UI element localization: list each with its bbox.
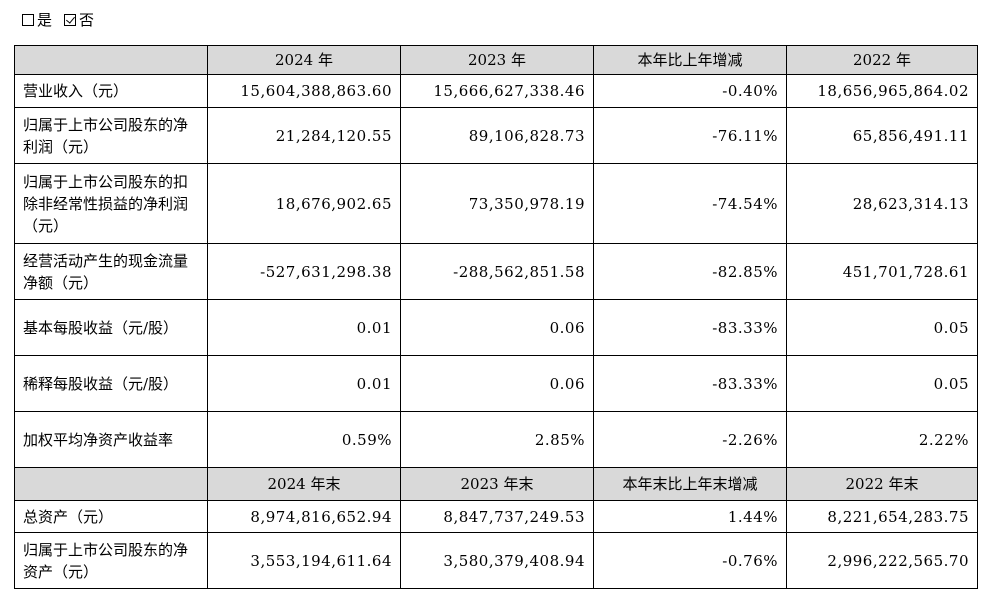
- value-cell: 0.06: [400, 355, 594, 412]
- value-cell: 0.05: [786, 299, 978, 356]
- table-row: 总资产（元） 8,974,816,652.94 8,847,737,249.53…: [14, 500, 978, 533]
- option-yes[interactable]: 是: [22, 10, 52, 30]
- value-cell: 0.01: [207, 299, 401, 356]
- value-cell: 15,666,627,338.46: [400, 74, 594, 108]
- value-cell: -83.33%: [593, 299, 787, 356]
- table-row: 加权平均净资产收益率 0.59% 2.85% -2.26% 2.22%: [14, 411, 978, 468]
- value-cell: -83.33%: [593, 355, 787, 412]
- checkbox-yes-icon[interactable]: [22, 14, 34, 26]
- row-label: 基本每股收益（元/股）: [14, 299, 208, 356]
- table-row: 经营活动产生的现金流量净额（元） -527,631,298.38 -288,56…: [14, 243, 978, 300]
- table-row: 基本每股收益（元/股） 0.01 0.06 -83.33% 0.05: [14, 299, 978, 356]
- value-cell: 0.05: [786, 355, 978, 412]
- value-cell: 0.59%: [207, 411, 401, 468]
- row-label: 加权平均净资产收益率: [14, 411, 208, 468]
- yes-no-options: 是 否: [22, 10, 94, 30]
- value-cell: -527,631,298.38: [207, 243, 401, 300]
- header-cell: 2022 年末: [786, 467, 978, 501]
- value-cell: 3,580,379,408.94: [400, 532, 594, 589]
- row-label: 营业收入（元）: [14, 74, 208, 108]
- table-row: 归属于上市公司股东的净资产（元） 3,553,194,611.64 3,580,…: [14, 532, 978, 589]
- header-cell: [14, 467, 208, 501]
- value-cell: 28,623,314.13: [786, 163, 978, 244]
- table-row: 稀释每股收益（元/股） 0.01 0.06 -83.33% 0.05: [14, 355, 978, 412]
- value-cell: 451,701,728.61: [786, 243, 978, 300]
- value-cell: 1.44%: [593, 500, 787, 533]
- value-cell: 65,856,491.11: [786, 107, 978, 164]
- value-cell: 2,996,222,565.70: [786, 532, 978, 589]
- value-cell: 8,847,737,249.53: [400, 500, 594, 533]
- value-cell: 18,656,965,864.02: [786, 74, 978, 108]
- checkbox-no-checked-icon[interactable]: [64, 14, 77, 26]
- value-cell: 0.06: [400, 299, 594, 356]
- option-no-label: 否: [79, 11, 95, 29]
- value-cell: 2.85%: [400, 411, 594, 468]
- row-label: 经营活动产生的现金流量净额（元）: [14, 243, 208, 300]
- option-yes-label: 是: [37, 11, 53, 29]
- value-cell: 8,974,816,652.94: [207, 500, 401, 533]
- header-cell: 本年末比上年末增减: [593, 467, 787, 501]
- header-cell: 本年比上年增减: [593, 45, 787, 75]
- value-cell: -0.76%: [593, 532, 787, 589]
- value-cell: -82.85%: [593, 243, 787, 300]
- table-row: 营业收入（元） 15,604,388,863.60 15,666,627,338…: [14, 74, 978, 108]
- value-cell: 18,676,902.65: [207, 163, 401, 244]
- value-cell: 2.22%: [786, 411, 978, 468]
- financial-data-table: 2024 年 2023 年 本年比上年增减 2022 年 营业收入（元） 15,…: [14, 45, 978, 589]
- value-cell: 8,221,654,283.75: [786, 500, 978, 533]
- value-cell: 0.01: [207, 355, 401, 412]
- header-cell: [14, 45, 208, 75]
- value-cell: -76.11%: [593, 107, 787, 164]
- table-row: 归属于上市公司股东的扣除非经常性损益的净利润（元） 18,676,902.65 …: [14, 163, 978, 244]
- header-cell: 2024 年: [207, 45, 401, 75]
- row-label: 归属于上市公司股东的扣除非经常性损益的净利润（元）: [14, 163, 208, 244]
- value-cell: -288,562,851.58: [400, 243, 594, 300]
- option-no[interactable]: 否: [64, 10, 94, 30]
- table-header-row: 2024 年末 2023 年末 本年末比上年末增减 2022 年末: [14, 467, 978, 501]
- header-cell: 2022 年: [786, 45, 978, 75]
- value-cell: -2.26%: [593, 411, 787, 468]
- value-cell: 15,604,388,863.60: [207, 74, 401, 108]
- table-row: 归属于上市公司股东的净利润（元） 21,284,120.55 89,106,82…: [14, 107, 978, 164]
- value-cell: 73,350,978.19: [400, 163, 594, 244]
- header-cell: 2023 年: [400, 45, 594, 75]
- value-cell: -0.40%: [593, 74, 787, 108]
- value-cell: 21,284,120.55: [207, 107, 401, 164]
- value-cell: 3,553,194,611.64: [207, 532, 401, 589]
- row-label: 总资产（元）: [14, 500, 208, 533]
- header-cell: 2024 年末: [207, 467, 401, 501]
- row-label: 归属于上市公司股东的净利润（元）: [14, 107, 208, 164]
- row-label: 稀释每股收益（元/股）: [14, 355, 208, 412]
- header-cell: 2023 年末: [400, 467, 594, 501]
- value-cell: -74.54%: [593, 163, 787, 244]
- value-cell: 89,106,828.73: [400, 107, 594, 164]
- row-label: 归属于上市公司股东的净资产（元）: [14, 532, 208, 589]
- table-header-row: 2024 年 2023 年 本年比上年增减 2022 年: [14, 45, 978, 75]
